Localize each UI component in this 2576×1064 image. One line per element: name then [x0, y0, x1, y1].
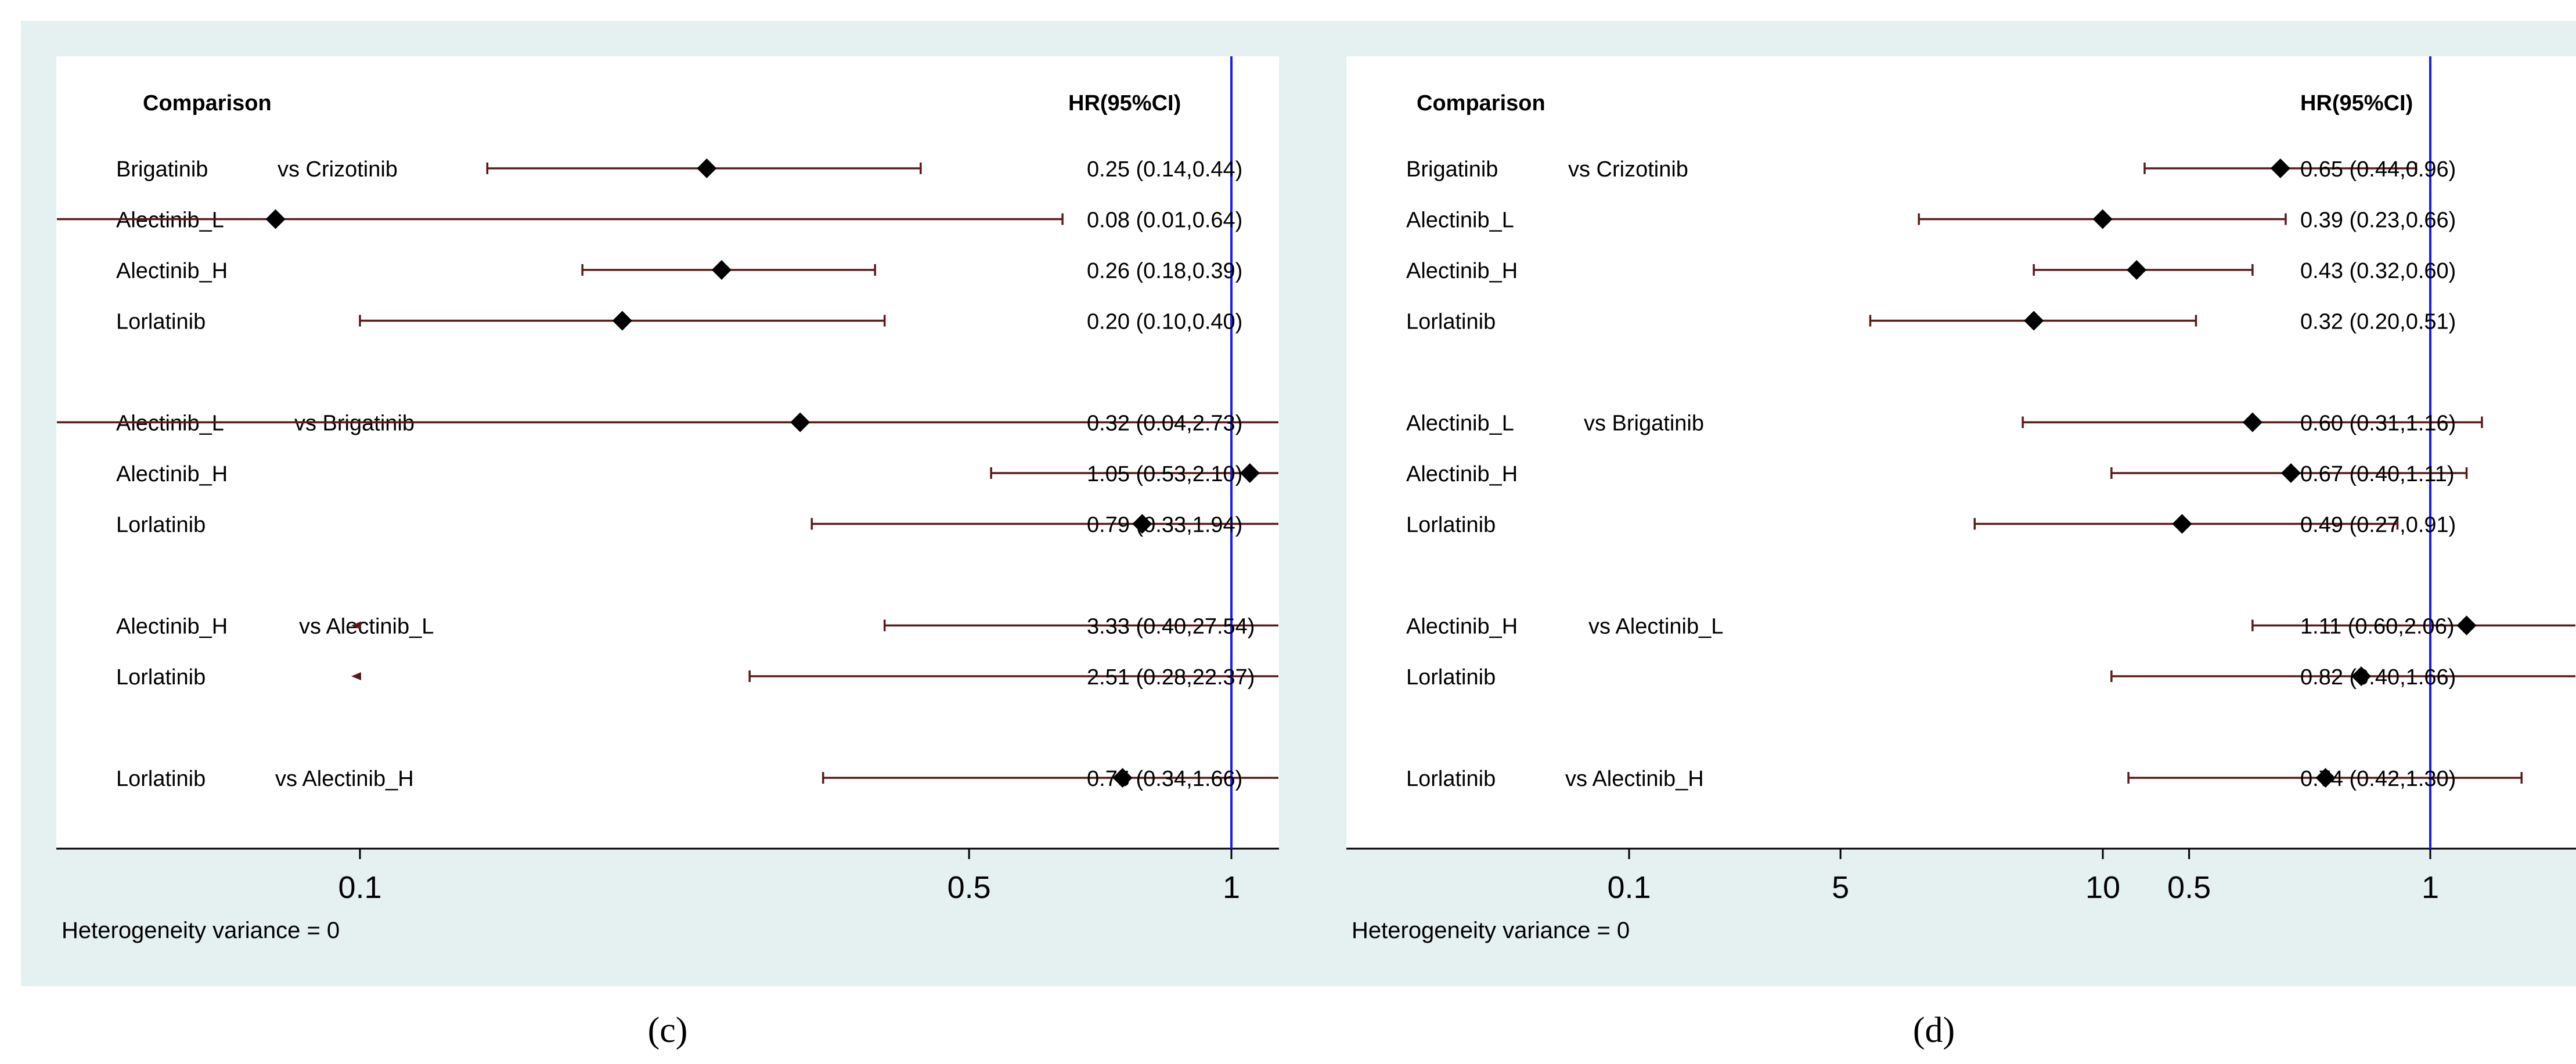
hr-point-marker [2280, 463, 2301, 483]
panel-d-caption: (d) [1913, 1011, 1955, 1050]
row-label: Lorlatinib [1406, 665, 1496, 690]
forest-rows: Brigatinib vs Crizotinib 0.25 (0.14,0.44) A… [57, 157, 1278, 791]
hr-ci-value: 0.60 (0.31,1.16) [2300, 412, 2456, 436]
row-label: Lorlatinib [1406, 767, 1496, 791]
hr-ci-value: 0.08 (0.01,0.64) [1087, 208, 1242, 233]
hr-ci-header: HR(95%CI) [1068, 91, 1181, 116]
hr-point-marker [790, 412, 810, 432]
row-label: Alectinib_H [1406, 615, 1518, 639]
hr-point-marker [2315, 768, 2336, 788]
x-tick-label: 5 [1832, 870, 1849, 905]
x-axis-ticks: 0.1 0.5 1 5 10 [1607, 849, 2439, 905]
comparison-group-label: vs Alectinib_H [1565, 767, 1704, 791]
row-label: Brigatinib [116, 157, 208, 182]
comparison-group-label: vs Alectinib_H [275, 767, 414, 791]
hr-ci-value: 0.39 (0.23,0.66) [2300, 208, 2456, 233]
x-tick-label: 1 [1223, 870, 1240, 905]
hr-point-marker [697, 158, 717, 178]
row-label: Lorlatinib [1406, 513, 1496, 538]
row-label: Lorlatinib [116, 767, 206, 791]
hr-ci-value: 1.11 (0.60,2.06) [2300, 615, 2454, 639]
hr-point-marker [2127, 260, 2147, 280]
comparison-group-label: vs Crizotinib [1568, 157, 1688, 182]
row-label: Alectinib_H [116, 462, 228, 486]
hr-ci-value: 0.82 (0.40,1.66) [2300, 665, 2456, 690]
forest-panel-c: Comparison HR(95%CI) Heterogeneity varia… [56, 56, 2120, 943]
ci-arrow [351, 621, 361, 630]
x-tick-label: 0.1 [1607, 870, 1651, 905]
hr-ci-value: 0.79 (0.33,1.94) [1087, 513, 1242, 538]
hr-point-marker [711, 260, 732, 280]
hr-point-marker [265, 209, 286, 229]
hr-point-marker [1240, 463, 1260, 483]
hr-ci-value: 2.51 (0.28,22.37) [1087, 665, 1255, 690]
hr-ci-value: 0.25 (0.14,0.44) [1087, 157, 1242, 182]
hr-ci-value: 1.05 (0.53,2.10) [1087, 462, 1242, 486]
hr-ci-value: 0.65 (0.44,0.96) [2300, 157, 2456, 182]
hr-point-marker [2270, 158, 2290, 178]
x-tick-label: 1 [2422, 870, 2439, 905]
hr-ci-value: 0.32 (0.04,2.73) [1087, 412, 1242, 436]
comparison-group-label: vs Alectinib_L [1588, 615, 1723, 639]
x-tick-label: 0.5 [2167, 870, 2211, 905]
hr-point-marker [612, 311, 632, 331]
x-tick-label: 10 [2085, 870, 2120, 905]
row-label: Lorlatinib [116, 310, 206, 334]
comparison-group-label: vs Alectinib_L [299, 615, 434, 639]
forest-panel-d: Comparison HR(95%CI) Heterogeneity varia… [1346, 56, 2576, 943]
row-label: Lorlatinib [1406, 310, 1496, 334]
row-label: Alectinib_H [1406, 259, 1518, 283]
row-label: Alectinib_L [1406, 208, 1514, 233]
hr-point-marker [2092, 209, 2113, 229]
hr-ci-value: 0.49 (0.27,0.91) [2300, 513, 2456, 538]
hr-point-marker [1132, 514, 1152, 534]
hr-ci-value: 3.33 (0.40,27.54) [1087, 615, 1255, 639]
hr-ci-value: 0.67 (0.40,1.11) [2300, 462, 2454, 486]
row-label: Alectinib_L [1406, 412, 1514, 436]
row-label: Alectinib_L [116, 208, 224, 233]
hr-point-marker [2172, 514, 2192, 534]
x-tick-label: 0.5 [947, 870, 991, 905]
hr-point-marker [2351, 666, 2372, 686]
comparison-header: Comparison [143, 91, 272, 116]
comparison-header: Comparison [1417, 91, 1545, 116]
comparison-group-label: vs Crizotinib [278, 157, 398, 182]
row-label: Lorlatinib [116, 513, 206, 538]
hr-point-marker [2024, 311, 2044, 331]
heterogeneity-footnote: Heterogeneity variance = 0 [62, 918, 340, 943]
hr-ci-value: 0.75 (0.34,1.66) [1087, 767, 1242, 791]
comparison-group-label: vs Brigatinib [1584, 412, 1704, 436]
panel-c-caption: (c) [648, 1011, 688, 1050]
hr-ci-value: 0.43 (0.32,0.60) [2300, 259, 2456, 283]
hr-ci-value: 0.32 (0.20,0.51) [2300, 310, 2456, 334]
hr-ci-value: 0.26 (0.18,0.39) [1087, 259, 1242, 283]
comparison-group-label: vs Brigatinib [294, 412, 415, 436]
hr-point-marker [2242, 412, 2262, 432]
x-axis-ticks: 0.1 0.5 1 5 10 [338, 849, 2120, 905]
row-label: Alectinib_H [116, 259, 228, 283]
row-label: Lorlatinib [116, 665, 206, 690]
hr-ci-value: 0.74 (0.42,1.30) [2300, 767, 2456, 791]
x-tick-label: 0.1 [338, 870, 381, 905]
heterogeneity-footnote: Heterogeneity variance = 0 [1352, 918, 1630, 943]
plot-area-background [1346, 56, 2576, 849]
row-label: Alectinib_H [116, 615, 228, 639]
forest-rows: Brigatinib vs Crizotinib 0.65 (0.44,0.96) A… [1406, 157, 2575, 791]
hr-point-marker [1112, 768, 1133, 788]
row-label: Alectinib_H [1406, 462, 1518, 486]
ci-arrow [351, 672, 361, 680]
hr-ci-value: 0.20 (0.10,0.40) [1087, 310, 1242, 334]
hr-point-marker [2456, 615, 2477, 636]
plot-area-background [56, 56, 1279, 849]
row-label: Alectinib_L [116, 412, 224, 436]
hr-ci-header: HR(95%CI) [2300, 91, 2413, 116]
row-label: Brigatinib [1406, 157, 1498, 182]
